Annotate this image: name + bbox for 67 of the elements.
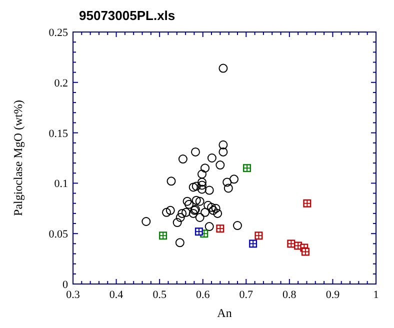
point (303, 199, 312, 208)
point (197, 184, 206, 194)
point (192, 182, 201, 191)
point (192, 196, 201, 205)
y-tick-label: 0.05 (48, 228, 68, 241)
point (178, 154, 188, 164)
y-tick-label: 0 (62, 279, 68, 291)
chart-title: 95073005PL.xls (79, 8, 176, 23)
x-axis-title: An (217, 306, 232, 320)
point (249, 240, 258, 248)
y-tick-label: 0.15 (48, 128, 68, 140)
x-tick-label: 0.3 (66, 289, 80, 301)
point (188, 182, 198, 192)
point (195, 196, 204, 206)
point (172, 218, 182, 228)
point (224, 184, 233, 193)
point (200, 208, 210, 217)
x-tick-label: 0.5 (152, 289, 167, 301)
x-tick-label: 0.4 (109, 289, 124, 301)
point (216, 160, 225, 170)
point (181, 208, 190, 217)
point (207, 154, 216, 162)
point (204, 222, 214, 232)
point (182, 196, 192, 206)
x-tick-label: 0.6 (196, 289, 210, 301)
point (162, 208, 171, 217)
point (232, 221, 242, 230)
point (218, 147, 228, 156)
point (218, 140, 228, 150)
y-tick-label: 0.2 (54, 77, 68, 90)
point (194, 228, 203, 236)
y-tick-label: 0.25 (48, 27, 68, 39)
y-tick-label: 0.1 (54, 178, 68, 190)
x-tick-label: 0.9 (326, 289, 340, 301)
point (175, 238, 184, 248)
point (166, 176, 176, 186)
point (178, 208, 187, 218)
y-axis-title: Palgioclase MgO (wt%) (11, 100, 25, 216)
point (188, 208, 198, 218)
point (195, 212, 204, 222)
point (166, 206, 175, 215)
point (159, 232, 168, 240)
point (197, 170, 206, 179)
x-tick-label: 1 (373, 289, 379, 301)
point (142, 217, 151, 226)
point (301, 248, 310, 256)
point (216, 224, 224, 233)
point (191, 147, 200, 156)
point (204, 200, 213, 210)
point (204, 186, 214, 195)
point (211, 204, 220, 213)
point (176, 212, 185, 222)
point (213, 208, 222, 218)
point (208, 206, 218, 215)
point (197, 180, 206, 190)
point (222, 178, 232, 187)
point (200, 164, 210, 173)
point (197, 178, 206, 187)
x-tick-label: 0.8 (282, 289, 297, 301)
x-tick-label: 0.7 (239, 289, 254, 301)
point (254, 232, 263, 240)
point (218, 64, 228, 73)
point (230, 174, 239, 184)
point (184, 200, 194, 209)
point (243, 164, 252, 172)
point (287, 240, 296, 248)
point (207, 202, 216, 212)
